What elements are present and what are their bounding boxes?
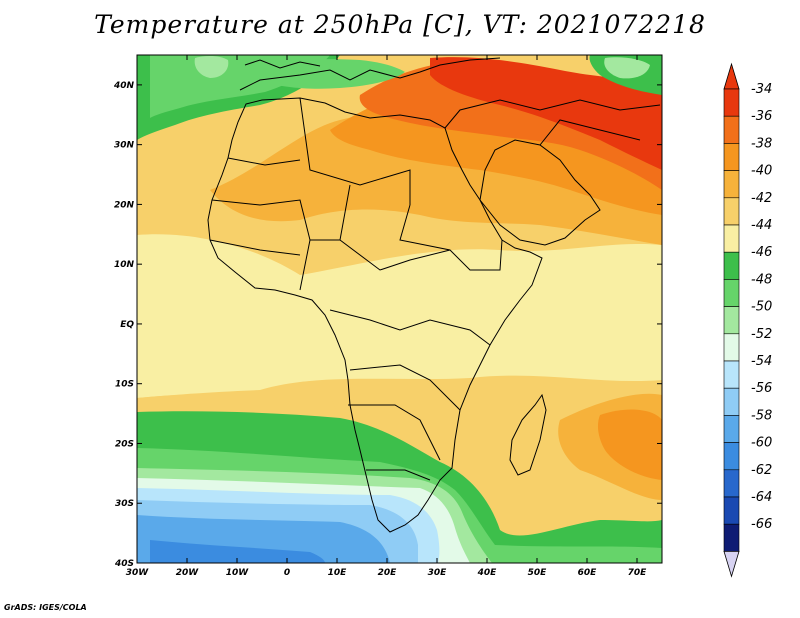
lon-tick-label: 0: [284, 568, 290, 578]
colorbar-swatch: [723, 197, 740, 226]
lon-axis: 30W 20W 10W 0 10E 20E 30E 40E 50E 60E 70E: [126, 55, 647, 578]
colorbar-swatch: [723, 496, 740, 525]
page-title: Temperature at 250hPa [C], VT: 202107221…: [94, 10, 706, 39]
colorbar-label: -38: [751, 136, 772, 151]
colorbar-swatch: [723, 387, 740, 416]
colorbar-swatch: [723, 251, 740, 280]
europe-coastline: [239, 57, 501, 91]
colorbar-swatch: [723, 415, 740, 443]
lat-axis: 40N 30N 20N 10N EQ 10S 20S 30S 40S: [113, 81, 662, 569]
border-line: [329, 309, 491, 346]
temperature-field: [137, 55, 662, 563]
field-red: [430, 57, 662, 170]
colorbar-swatch: [723, 279, 740, 307]
lon-tick-label: 50E: [528, 568, 548, 578]
lat-tick-label: 10N: [114, 260, 135, 270]
lon-tick-label: 20W: [176, 568, 200, 578]
colorbar-swatch: [723, 88, 740, 117]
field-pale-center: [137, 234, 662, 398]
colorbar-swatch: [723, 115, 740, 144]
border-line: [348, 404, 441, 461]
colorbar-swatch: [723, 143, 740, 171]
border-line: [366, 469, 431, 481]
colorbar-label: -56: [751, 381, 772, 396]
country-boundaries: [207, 57, 661, 533]
colorbar-swatch: [723, 523, 740, 552]
colorbar-label: -50: [751, 300, 772, 315]
border-line: [299, 97, 411, 205]
lon-tick-label: 30W: [126, 568, 150, 578]
lat-tick-label: 40N: [113, 81, 135, 91]
field-green-med: [260, 59, 405, 89]
lat-tick-label: 40S: [114, 559, 134, 569]
lon-tick-label: 20E: [378, 568, 398, 578]
colorbar-swatch: [723, 333, 740, 362]
lat-tick-label: 10S: [115, 380, 134, 390]
colorbar-label: -62: [751, 463, 772, 478]
colorbar-label: -40: [751, 164, 772, 179]
lat-tick-label: 30S: [115, 499, 134, 509]
colorbar-label: -44: [751, 218, 772, 233]
colorbar-label: -48: [751, 272, 772, 287]
field-orange-north: [210, 105, 662, 245]
colorbar-swatch: [723, 442, 740, 471]
europe-coastline: [244, 59, 321, 69]
map-frame: [136, 54, 663, 564]
field-palegreen-caspian: [604, 57, 650, 79]
border-line: [399, 204, 503, 271]
arabia-coastline: [479, 139, 601, 246]
lon-tick-label: 10E: [328, 568, 348, 578]
colorbar-swatch: [723, 306, 740, 335]
colorbar-label: -52: [751, 327, 772, 342]
lat-tick-label: 30N: [114, 141, 135, 151]
field-blue4-south: [150, 540, 325, 563]
africa-coastline: [207, 97, 543, 533]
lon-tick-label: 60E: [578, 568, 598, 578]
lon-tick-label: 70E: [628, 568, 648, 578]
colorbar-label: -54: [751, 354, 772, 369]
border-line: [209, 239, 301, 256]
lon-tick-label: 10W: [226, 568, 250, 578]
colorbar-label: -42: [751, 191, 772, 206]
lat-tick-label: 20S: [115, 439, 134, 449]
colorbar-swatch: [723, 224, 740, 253]
colorbar-top-arrow: [723, 62, 740, 90]
border-line: [227, 157, 301, 166]
border-line: [444, 99, 661, 129]
border-line: [539, 119, 641, 146]
lat-tick-label: EQ: [120, 320, 134, 330]
colorbar-swatch: [723, 360, 740, 389]
colorbar-label: -36: [751, 109, 772, 124]
colorbar-label: -66: [751, 517, 772, 532]
colorbar: -34 -36 -38 -40 -42 -44 -46 -48 -50 -52 -54 -56 -58 -…: [723, 62, 772, 578]
lon-tick-label: 40E: [477, 568, 498, 578]
border-line: [299, 184, 351, 291]
lon-tick-label: 30E: [428, 568, 448, 578]
lat-tick-label: 20N: [114, 200, 135, 210]
colorbar-label: -60: [751, 436, 772, 451]
colorbar-label: -64: [751, 490, 772, 505]
border-line: [349, 364, 461, 411]
colorbar-swatch: [723, 469, 740, 498]
border-line: [211, 199, 311, 241]
madagascar-coastline: [509, 393, 547, 476]
colorbar-label: -46: [751, 245, 772, 260]
colorbar-label: -58: [751, 408, 772, 423]
field-orange-east-patch: [597, 409, 662, 480]
colorbar-bottom-arrow: [723, 551, 740, 578]
credit-text: GrADS: IGES/COLA: [4, 603, 87, 612]
border-line: [339, 239, 451, 271]
field-palegreen-atlantic: [194, 55, 229, 78]
colorbar-swatch: [723, 170, 740, 199]
colorbar-label: -34: [751, 82, 772, 97]
